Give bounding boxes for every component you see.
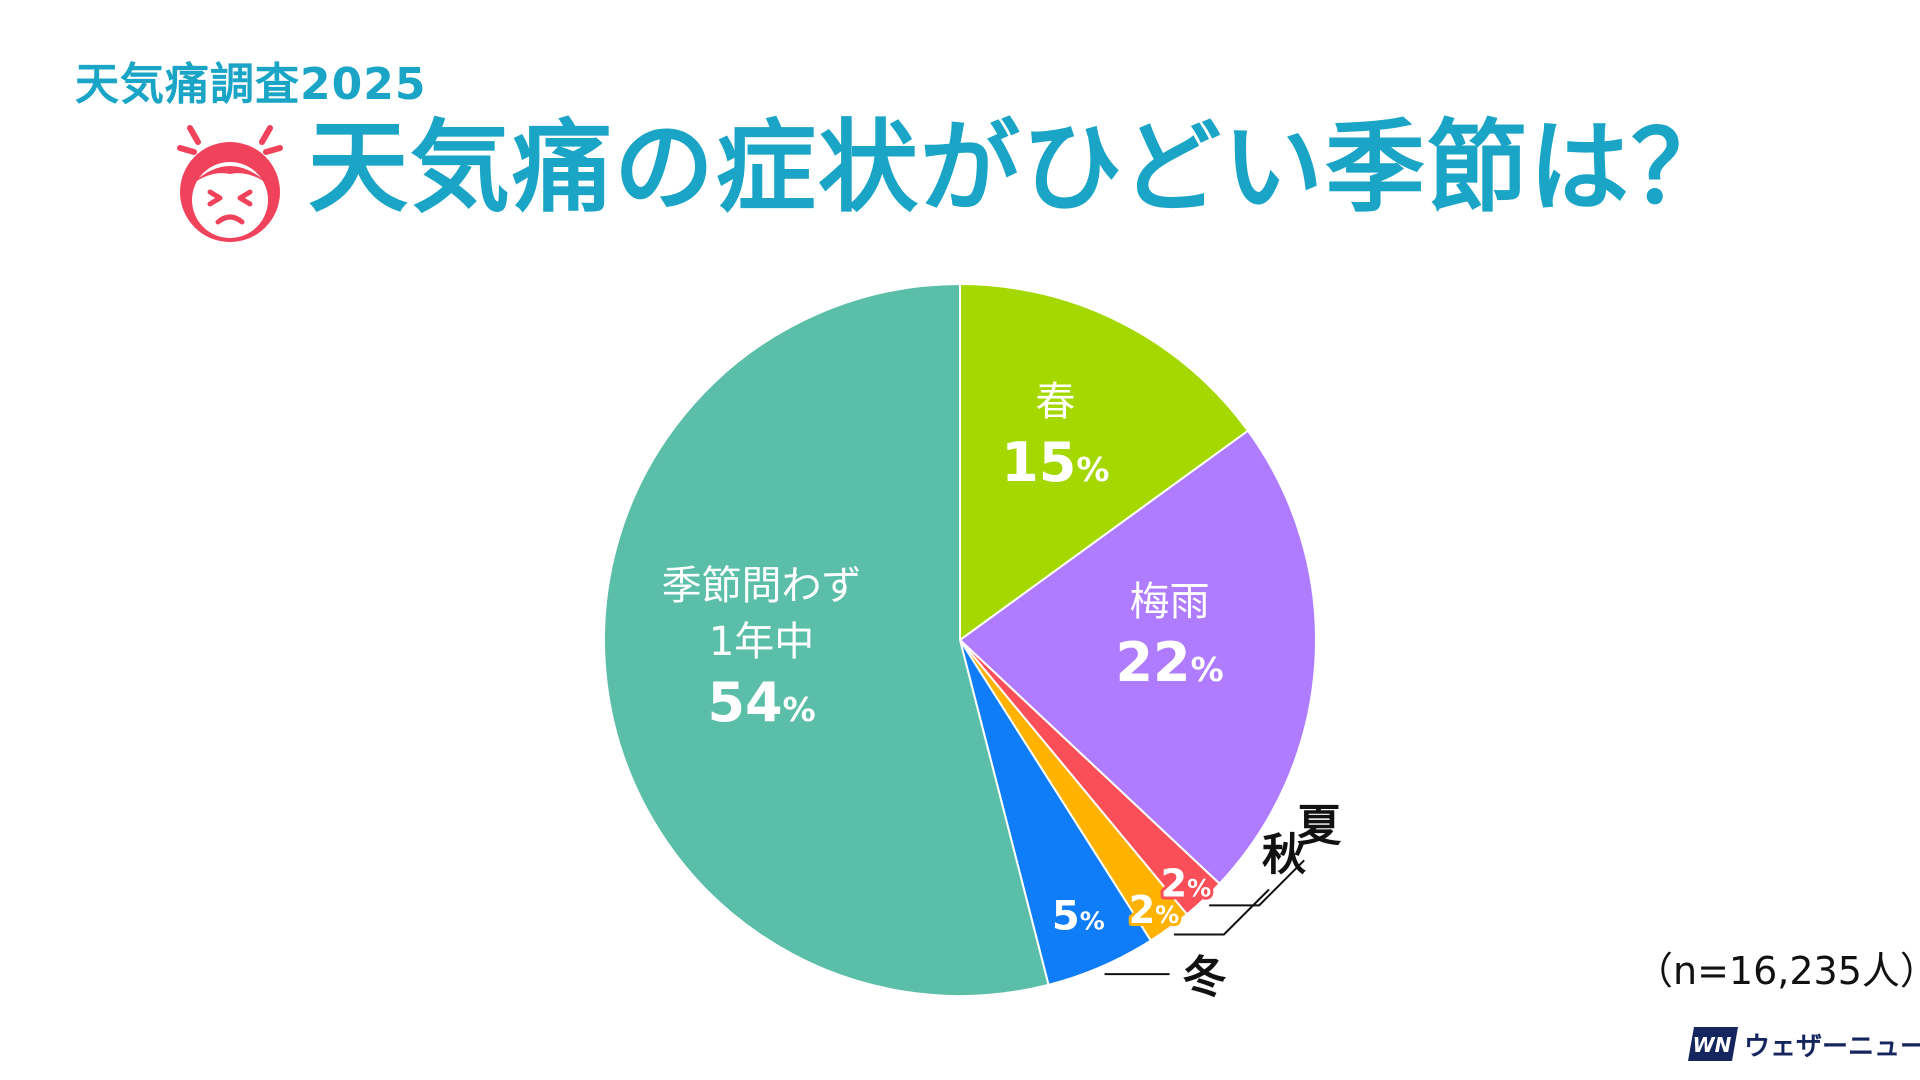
- slice-label-5-1: 1年中: [709, 619, 814, 665]
- slice-label-1: 梅雨: [1130, 579, 1210, 625]
- weathernews-logo-icon: WN: [1688, 1027, 1738, 1061]
- survey-subtitle: 天気痛調査2025: [75, 59, 427, 110]
- pie-slice-5: [603, 282, 1050, 997]
- slice-value-0: 15%: [1001, 431, 1109, 494]
- brand-logo-text: WN: [1693, 1033, 1732, 1057]
- slice-value-number-5: 54: [707, 671, 782, 734]
- brand-name: ウェザーニュース: [1744, 1031, 1920, 1062]
- sample-size-note: （n=16,235人）: [1635, 949, 1920, 993]
- slice-label-3: 秋: [1262, 829, 1306, 880]
- slice-value-unit-4: %: [1080, 906, 1105, 935]
- pie-slice-1: [958, 429, 1317, 886]
- slice-value-unit-5: %: [783, 690, 816, 729]
- slice-value-number-2: 2: [1161, 862, 1187, 906]
- brand-logo: WN ウェザーニュース: [1688, 1022, 1920, 1066]
- slice-value-3: 2%: [1129, 888, 1180, 932]
- slice-value-5: 54%: [707, 671, 815, 734]
- slice-value-unit-3: %: [1155, 901, 1179, 929]
- pie-slice-0: [959, 282, 1250, 642]
- headache-face-icon: [177, 125, 283, 242]
- slice-value-number-3: 2: [1129, 888, 1155, 932]
- callout-line-3: [1173, 888, 1270, 936]
- slice-value-1: 22%: [1115, 631, 1223, 694]
- slice-label-4: 冬: [1183, 952, 1227, 1003]
- slice-label-2: 夏: [1297, 800, 1342, 851]
- slice-value-4: 5%: [1052, 893, 1105, 939]
- slice-label-0: 春: [1035, 379, 1075, 425]
- slice-value-number-0: 15: [1001, 431, 1076, 494]
- slice-value-unit-1: %: [1191, 650, 1224, 689]
- slice-value-number-4: 5: [1052, 893, 1080, 939]
- slice-value-unit-0: %: [1076, 450, 1109, 489]
- slice-value-unit-2: %: [1187, 875, 1211, 903]
- callout-line-2: [1209, 859, 1305, 907]
- slice-value-2: 2%: [1161, 862, 1212, 906]
- slice-value-number-1: 22: [1115, 631, 1190, 694]
- page-title: 天気痛の症状がひどい季節は？: [308, 109, 1733, 226]
- slice-label-5-0: 季節問わず: [662, 563, 862, 609]
